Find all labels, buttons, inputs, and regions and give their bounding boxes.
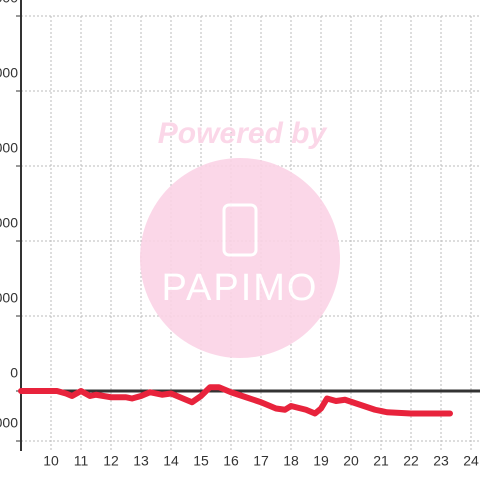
watermark-logo: PAPIMO [162, 267, 319, 309]
watermark-circle [140, 158, 340, 358]
watermark-icon [222, 203, 258, 257]
data-line [18, 384, 453, 417]
y-tick-label: 60,000 [0, 215, 18, 231]
x-tick-label: 22 [403, 453, 419, 469]
y-tick-label: 150,000 [0, 0, 18, 6]
x-tick-label: 10 [43, 453, 59, 469]
x-tick-label: 17 [253, 453, 269, 469]
x-tick-label: 19 [313, 453, 329, 469]
x-tick-label: 21 [373, 453, 389, 469]
x-tick-label: 16 [223, 453, 239, 469]
watermark-text: Powered by [158, 117, 328, 150]
y-tick-label: 30,000 [0, 290, 18, 306]
y-tick-label: 90,000 [0, 140, 18, 156]
x-tick-label: 20 [343, 453, 359, 469]
x-tick-label: 14 [163, 453, 179, 469]
x-tick-label: 23 [433, 453, 449, 469]
x-tick-label: 13 [133, 453, 149, 469]
y-tick-label: -20,000 [0, 415, 18, 431]
y-tick-label: 120,000 [0, 65, 18, 81]
x-tick-label: 18 [283, 453, 299, 469]
x-tick-label: 12 [103, 453, 119, 469]
x-tick-label: 15 [193, 453, 209, 469]
x-tick-label: 11 [74, 453, 89, 469]
y-tick-label: 0 [10, 365, 18, 381]
watermark: Powered by PAPIMO [140, 117, 340, 358]
x-tick-label: 24 [463, 453, 479, 469]
